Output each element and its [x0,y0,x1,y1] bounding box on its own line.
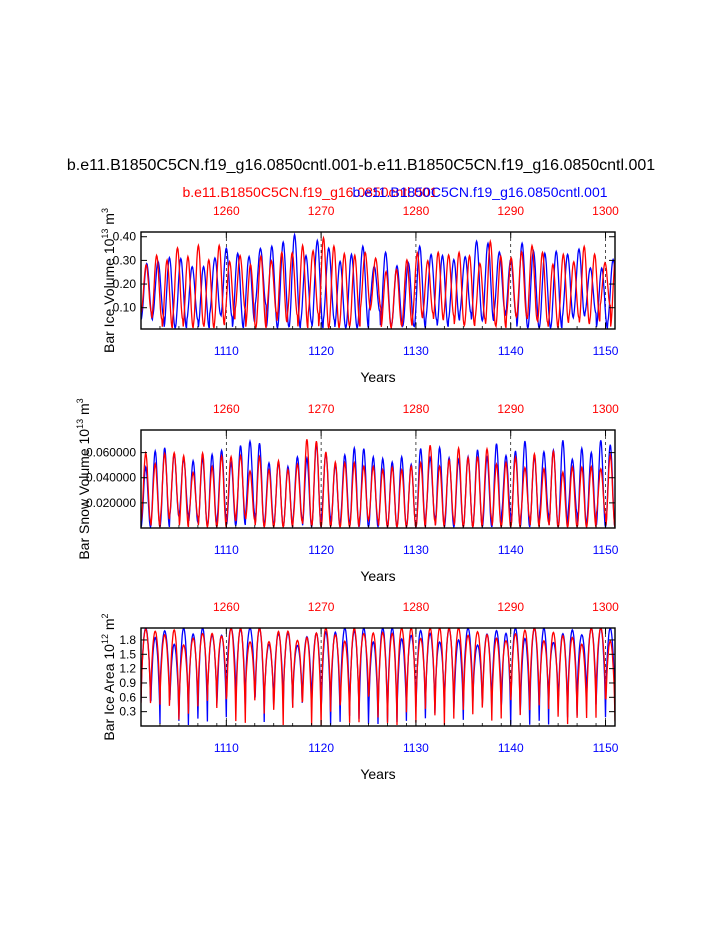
x-tick-label-bottom: 1140 [498,543,524,557]
x-tick-label-bottom: 1140 [498,741,524,755]
y-tick-label: 0.9 [119,676,136,690]
y-tick-label: 0.30 [113,253,137,267]
y-tick-label: 1.2 [119,662,136,676]
x-tick-label-top: 1290 [497,600,524,614]
plot-frame [140,429,616,529]
plot-frame [140,627,616,727]
y-tick-label: 0.6 [119,690,136,704]
x-tick-label-bottom: 1110 [214,344,239,358]
x-tick-label-bottom: 1130 [403,741,429,755]
y-axis-label-text: Bar Snow Volume 10 [76,429,92,560]
x-tick-label-top: 1260 [213,402,240,416]
legend-blue-label: b.e11.B1850C5CN.f19_g16.0850cntl.001 [352,184,607,200]
y-tick-label: 0.10 [113,301,137,315]
series-line-red [141,628,615,726]
x-tick-label-top: 1290 [497,402,524,416]
x-tick-label-top: 1280 [403,600,430,614]
y-tick-label: 0.040000 [86,471,136,485]
x-tick-label-top: 1270 [308,402,335,416]
x-tick-label-bottom: 1130 [403,543,429,557]
series-line-blue [141,438,615,528]
x-tick-label-bottom: 1140 [498,344,524,358]
y-axis-label-text: Bar Ice Volume 10 [101,238,117,353]
x-tick-label-top: 1300 [592,204,619,218]
y-axis-label-text: Bar Ice Area 10 [101,644,117,741]
plot-frame [140,231,616,330]
y-axis-label-exponent: 13 [75,419,85,429]
y-axis-label-exponent: 13 [100,229,110,239]
y-tick-label: 0.40 [113,230,137,244]
x-tick-label-top: 1300 [592,402,619,416]
x-tick-label-top: 1260 [213,600,240,614]
y-tick-label: 1.8 [119,633,136,647]
x-tick-label-bottom: 1150 [593,543,619,557]
y-axis-label: Bar Ice Volume 1013 m3 [100,208,117,353]
x-tick-label-top: 1270 [308,600,335,614]
y-tick-label: 0.060000 [86,446,136,460]
x-tick-label-top: 1280 [403,402,430,416]
y-axis-label-unit-exponent: 3 [75,398,85,403]
x-tick-label-bottom: 1150 [593,344,619,358]
x-tick-label-bottom: 1120 [308,741,334,755]
x-tick-label-bottom: 1110 [214,543,239,557]
x-tick-label-top: 1290 [497,204,524,218]
x-axis-label: Years [360,369,395,385]
y-axis-label-unit-exponent: 2 [100,613,110,618]
y-tick-label: 1.5 [119,647,136,661]
y-axis-label-unit: m [101,618,117,634]
x-tick-label-top: 1270 [308,204,335,218]
x-axis-label: Years [360,766,395,782]
series-line-red [141,439,615,528]
x-tick-label-top: 1300 [592,600,619,614]
panel-ice-area: 1110 1260 1120 1270 1130 1280 1140 1290 1150 1300… [100,600,619,782]
x-tick-label-bottom: 1110 [214,741,239,755]
y-tick-label: 0.020000 [86,496,136,510]
legend-red-label: b.e11.B1850C5CN.f19_g16.0850cntl.001 [182,184,437,200]
y-tick-label: 0.20 [113,277,137,291]
y-axis-label-unit: m [101,213,117,229]
main-title: b.e11.B1850C5CN.f19_g16.0850cntl.001-b.e… [67,157,655,174]
series-line-red [141,235,615,329]
panel-ice-volume: 1110 1260 1120 1270 1130 1280 1140 1290 1150 1300… [100,204,619,385]
x-tick-label-top: 1280 [403,204,430,218]
series-line-blue [141,232,615,329]
y-axis-label-exponent: 12 [100,634,110,644]
y-axis-label-unit: m [76,403,92,419]
x-tick-label-bottom: 1120 [308,543,334,557]
y-axis-label: Bar Ice Area 1012 m2 [100,613,117,740]
x-tick-label-top: 1260 [213,204,240,218]
y-axis-label: Bar Snow Volume 1013 m3 [75,398,92,559]
y-axis-label-unit-exponent: 3 [100,208,110,213]
x-tick-label-bottom: 1120 [308,344,334,358]
x-axis-label: Years [360,568,395,584]
y-tick-label: 0.3 [119,705,136,719]
panel-snow-volume: 1110 1260 1120 1270 1130 1280 1140 1290 1150 1300… [75,398,619,584]
x-tick-label-bottom: 1130 [403,344,429,358]
x-tick-label-bottom: 1150 [593,741,619,755]
